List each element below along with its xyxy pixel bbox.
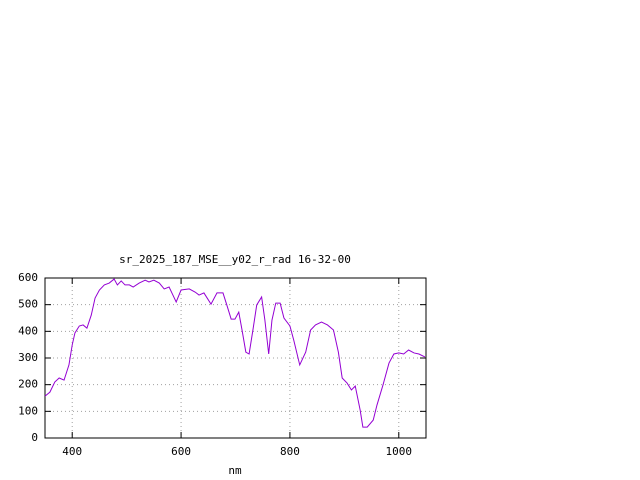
data-line: [44, 278, 426, 428]
x-axis-label: nm: [228, 464, 242, 477]
y-tick-label: 100: [18, 404, 38, 417]
y-tick-label: 200: [18, 378, 38, 391]
x-tick-label: 800: [280, 445, 300, 458]
plot-frame: [44, 277, 427, 439]
y-tick-label: 300: [18, 351, 38, 364]
y-tick-label: 400: [18, 324, 38, 337]
y-tick-label: 600: [18, 271, 38, 284]
x-tick-label: 400: [62, 445, 82, 458]
x-tick-label: 600: [171, 445, 191, 458]
chart-title: sr_2025_187_MSE__y02_r_rad 16-32-00: [119, 253, 351, 266]
x-tick-label: 1000: [386, 445, 413, 458]
y-tick-label: 0: [31, 431, 38, 444]
y-tick-label: 500: [18, 298, 38, 311]
